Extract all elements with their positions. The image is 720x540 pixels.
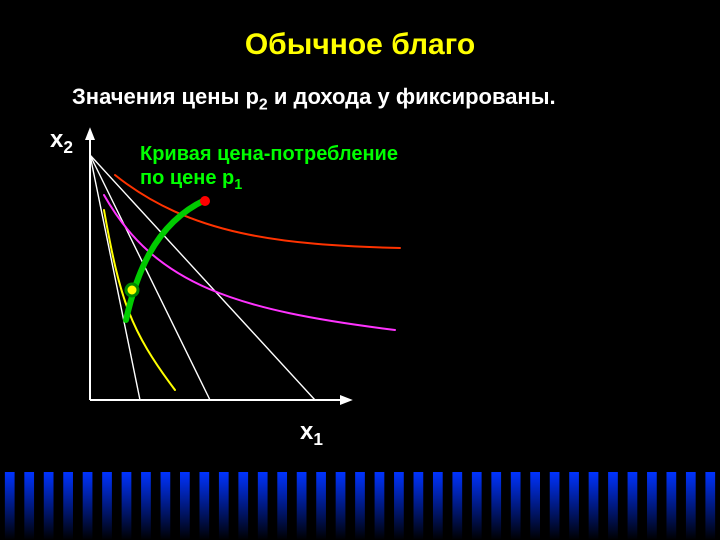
bottom-bar [63, 472, 73, 540]
stage: Обычное благоЗначения цены p2 и дохода y… [0, 0, 720, 540]
bottom-bar [647, 472, 657, 540]
bottom-bar [355, 472, 365, 540]
bottom-bar [161, 472, 171, 540]
bottom-bar [316, 472, 326, 540]
bottom-bar [550, 472, 560, 540]
chart [0, 0, 720, 540]
indifference-curve-0 [104, 210, 175, 390]
bottom-bar [608, 472, 618, 540]
budget-line-1 [90, 155, 210, 400]
y-axis-arrow [85, 127, 95, 140]
bottom-bar [472, 472, 482, 540]
bottom-bar [491, 472, 501, 540]
bottom-bar [238, 472, 248, 540]
tangent-point-1 [200, 196, 210, 206]
bottom-bar [589, 472, 599, 540]
bottom-bar [24, 472, 34, 540]
bottom-bar [511, 472, 521, 540]
bottom-bar [102, 472, 112, 540]
bottom-bar [394, 472, 404, 540]
bottom-bar [219, 472, 229, 540]
bottom-bar [180, 472, 190, 540]
bottom-bar [44, 472, 54, 540]
bottom-bar [258, 472, 268, 540]
bottom-bar [336, 472, 346, 540]
bottom-bar [628, 472, 638, 540]
bottom-bar [375, 472, 385, 540]
bottom-bar [83, 472, 93, 540]
bottom-bar [666, 472, 676, 540]
bottom-bar [569, 472, 579, 540]
x-axis-arrow [340, 395, 353, 405]
bottom-bar [705, 472, 715, 540]
y-axis-label: x2 [50, 126, 73, 154]
tangent-point-0 [126, 284, 138, 296]
bottom-bar [277, 472, 287, 540]
bottom-bar [530, 472, 540, 540]
bottom-bars [0, 472, 720, 540]
bottom-bar [5, 472, 15, 540]
bottom-bar [199, 472, 209, 540]
bottom-bar [297, 472, 307, 540]
bottom-bar [122, 472, 132, 540]
budget-line-2 [90, 155, 315, 400]
bottom-bar [433, 472, 443, 540]
x-axis-label: x1 [300, 418, 323, 446]
bottom-bar [141, 472, 151, 540]
bottom-bar [414, 472, 424, 540]
bottom-bar [686, 472, 696, 540]
bottom-bar [452, 472, 462, 540]
budget-line-0 [90, 155, 140, 400]
